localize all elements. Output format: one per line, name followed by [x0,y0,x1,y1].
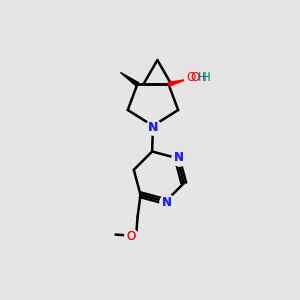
Text: N: N [162,196,172,208]
Text: H: H [202,71,211,84]
Text: N: N [148,121,158,134]
Text: H: H [198,71,207,84]
Text: O: O [126,230,135,242]
Text: O: O [126,230,135,242]
Text: N: N [174,151,184,164]
Polygon shape [121,73,139,86]
Polygon shape [168,80,187,86]
Text: N: N [148,121,158,134]
Text: N: N [174,151,184,164]
Text: N: N [162,196,172,208]
Text: O: O [191,71,200,84]
Text: O: O [186,71,196,84]
